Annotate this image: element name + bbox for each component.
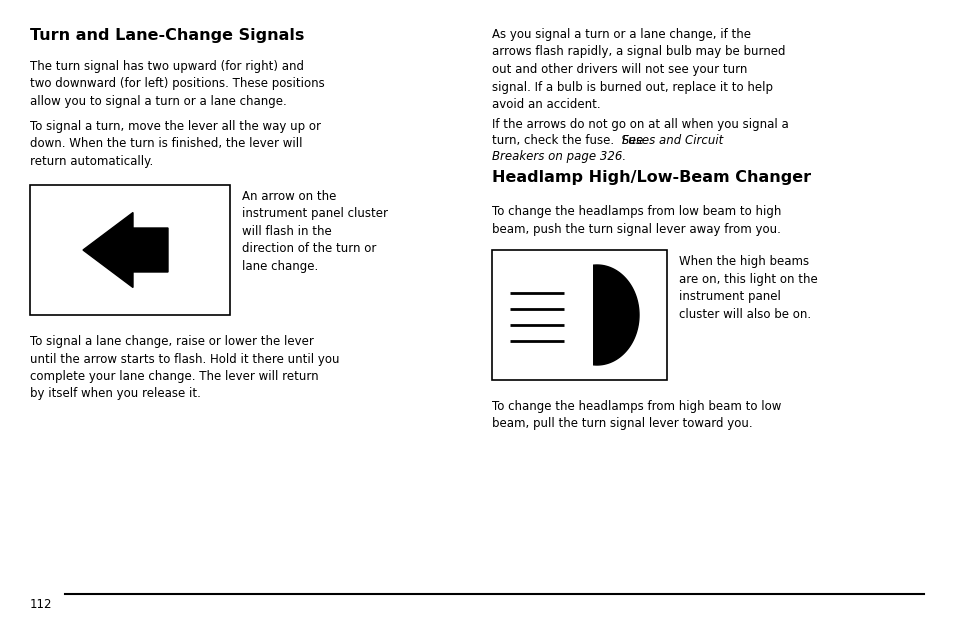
Text: To signal a turn, move the lever all the way up or
down. When the turn is finish: To signal a turn, move the lever all the… [30,120,320,168]
Text: If the arrows do not go on at all when you signal a: If the arrows do not go on at all when y… [492,118,788,131]
Text: To signal a lane change, raise or lower the lever
until the arrow starts to flas: To signal a lane change, raise or lower … [30,335,339,401]
Text: To change the headlamps from low beam to high
beam, push the turn signal lever a: To change the headlamps from low beam to… [492,205,781,235]
Text: When the high beams
are on, this light on the
instrument panel
cluster will also: When the high beams are on, this light o… [679,255,817,321]
Text: As you signal a turn or a lane change, if the
arrows flash rapidly, a signal bul: As you signal a turn or a lane change, i… [492,28,784,111]
Text: To change the headlamps from high beam to low
beam, pull the turn signal lever t: To change the headlamps from high beam t… [492,400,781,431]
Text: 112: 112 [30,598,52,611]
FancyArrow shape [83,212,168,287]
Polygon shape [593,265,639,365]
Bar [492,250,666,380]
Text: Fuses and Circuit: Fuses and Circuit [621,134,722,147]
Text: An arrow on the
instrument panel cluster
will flash in the
direction of the turn: An arrow on the instrument panel cluster… [242,190,388,273]
Text: Breakers on page 326.: Breakers on page 326. [492,150,625,163]
Text: Turn and Lane-Change Signals: Turn and Lane-Change Signals [30,28,304,43]
Text: turn, check the fuse.  See: turn, check the fuse. See [492,134,646,147]
Text: Headlamp High/Low-Beam Changer: Headlamp High/Low-Beam Changer [492,170,810,185]
Text: The turn signal has two upward (for right) and
two downward (for left) positions: The turn signal has two upward (for righ… [30,60,324,108]
Bar [30,185,230,315]
